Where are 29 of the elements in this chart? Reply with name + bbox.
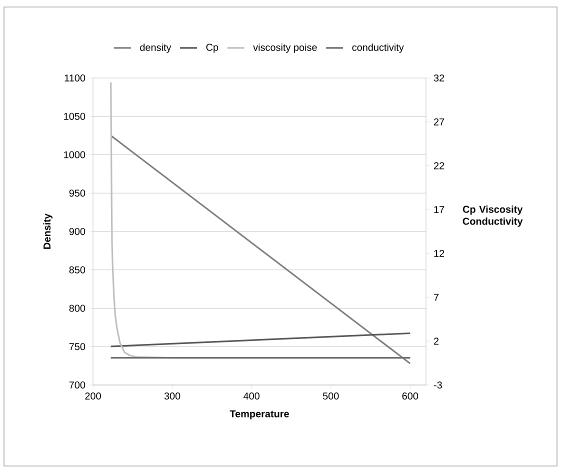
y2-tick-label: 2 xyxy=(434,338,439,345)
y-tick-label: 1000 xyxy=(64,151,86,158)
y2-tick-label: 27 xyxy=(434,118,444,126)
y2-tick-label: 22 xyxy=(434,162,444,170)
legend-label: viscosity poise xyxy=(253,44,317,53)
legend-label: Cp xyxy=(206,44,218,53)
x-axis-title: Temperature xyxy=(230,410,289,420)
y-tick-label: 1050 xyxy=(64,112,86,120)
legend-label: conductivity xyxy=(352,44,404,53)
y2-tick-label: 17 xyxy=(434,206,444,213)
x-tick-label: 400 xyxy=(243,392,260,400)
y-tick-label: 1100 xyxy=(64,74,86,82)
y-tick-label: 850 xyxy=(69,266,86,274)
y-axis-title: Density xyxy=(43,214,52,249)
y2-tick-label: -3 xyxy=(434,381,442,389)
y2-axis-title: Cp Viscosity Conductivity xyxy=(462,206,523,227)
x-tick-label: 300 xyxy=(164,392,180,400)
y2-tick-label: 7 xyxy=(434,294,439,301)
y2-tick-label: 12 xyxy=(434,250,444,257)
y-tick-label: 700 xyxy=(69,381,86,389)
y-tick-label: 750 xyxy=(69,343,86,350)
x-tick-label: 600 xyxy=(402,392,418,400)
x-tick-label: 200 xyxy=(85,392,101,400)
x-tick-label: 500 xyxy=(322,392,339,400)
y-tick-label: 800 xyxy=(69,304,86,312)
y2-tick-label: 32 xyxy=(434,74,444,82)
y-tick-label: 900 xyxy=(69,228,86,236)
legend-label: density xyxy=(140,44,172,53)
y-tick-label: 950 xyxy=(69,190,86,197)
